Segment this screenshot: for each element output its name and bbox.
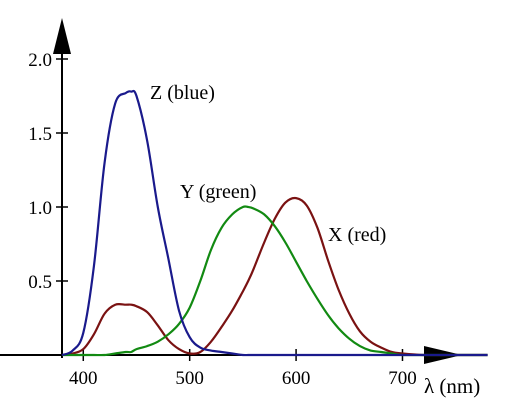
y-tick-label: 1.0 bbox=[28, 198, 52, 219]
y-axis-arrowhead bbox=[53, 18, 71, 54]
y-tick-label: 0.5 bbox=[28, 272, 52, 293]
y-tick-label: 1.5 bbox=[28, 124, 52, 145]
curve-z bbox=[61, 89, 488, 357]
curve-label-z: Z (blue) bbox=[150, 82, 215, 104]
curve-label-y: Y (green) bbox=[180, 181, 256, 203]
curve-y bbox=[62, 205, 488, 357]
x-tick-label: 400 bbox=[69, 368, 98, 389]
x-tick-label: 700 bbox=[388, 368, 417, 389]
x-axis-title: λ (nm) bbox=[424, 374, 480, 398]
x-tick-label: 600 bbox=[282, 368, 311, 389]
curve-x bbox=[61, 196, 488, 357]
x-tick-label: 500 bbox=[175, 368, 204, 389]
curve-label-x: X (red) bbox=[328, 224, 386, 246]
y-tick-label: 2.0 bbox=[28, 50, 52, 71]
curve-labels: X (red) Y (green) Z (blue) bbox=[150, 82, 386, 246]
y-axis-ticks: 0.5 1.0 1.5 2.0 bbox=[28, 50, 68, 293]
x-axis-ticks: 400 500 600 700 bbox=[69, 349, 417, 389]
curves bbox=[61, 89, 488, 357]
